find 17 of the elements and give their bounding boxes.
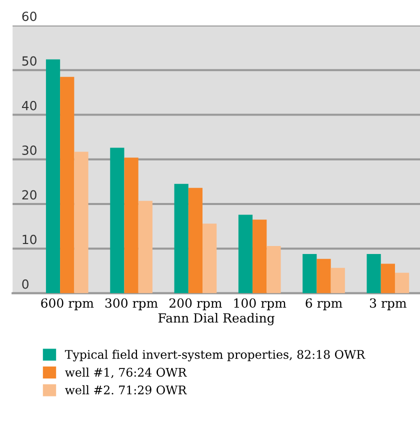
x-tick-label: 100 rpm [234,298,286,310]
y-tick-label: 0 [22,279,28,289]
y-tick-label: 50 [22,56,36,66]
y-tick-label: 60 [22,12,36,22]
y-tick-label: 10 [22,234,36,244]
x-tick-label: 300 rpm [105,298,158,310]
y-tick-label: 40 [22,100,36,110]
legend-label: well #1, 76:24 OWR [65,368,187,378]
x-tick-label: 600 rpm [41,298,94,310]
legend-label: Typical field invert-system properties, 82:18 OWR [64,350,366,362]
y-tick-label: 20 [22,190,36,200]
x-axis-title: Fann Dial Reading [158,312,274,326]
x-tick-label: 200 rpm [169,298,222,310]
legend-label: well #2. 71:29 OWR [65,385,187,394]
x-tick-label: 3 rpm [370,298,406,310]
y-tick-label: 30 [22,146,36,155]
x-tick-label: 6 rpm [306,298,342,310]
